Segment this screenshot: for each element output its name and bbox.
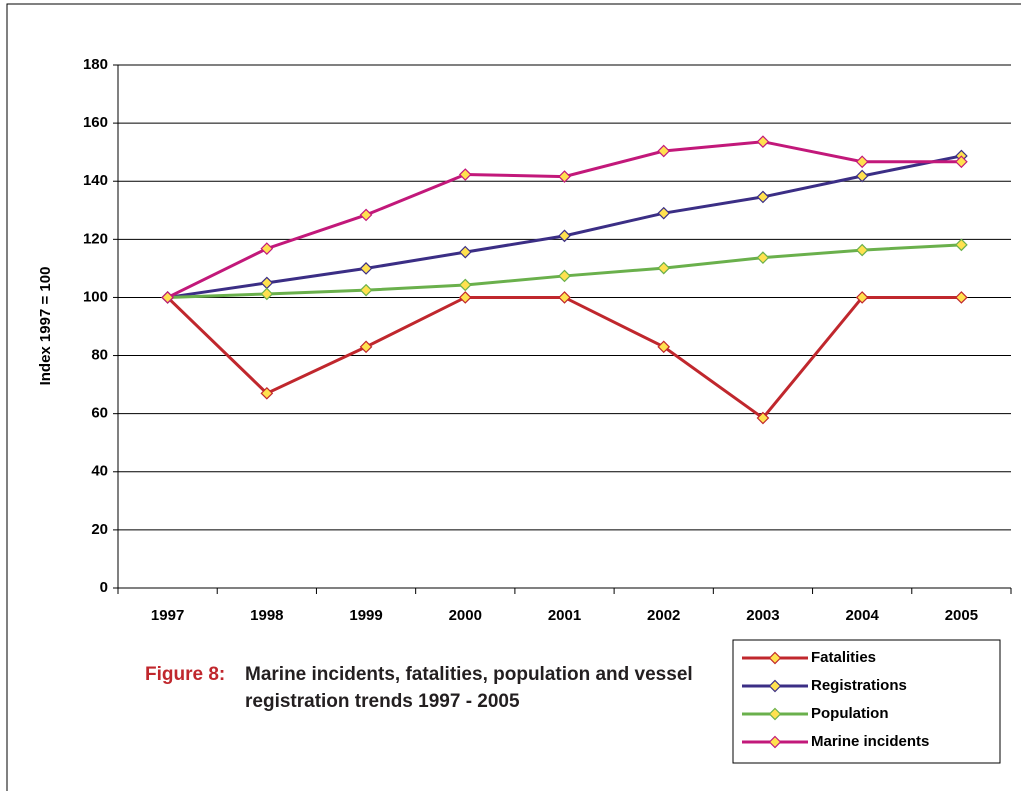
- legend-label: Fatalities: [811, 649, 876, 666]
- marker: [657, 206, 671, 220]
- y-tick-label: 0: [100, 579, 108, 596]
- x-tick-label: 1997: [151, 607, 184, 624]
- marker: [458, 278, 472, 292]
- marker: [458, 291, 472, 304]
- marker: [558, 269, 571, 283]
- marker: [855, 169, 869, 183]
- y-tick-label: 180: [83, 56, 108, 73]
- y-axis-label: Index 1997 = 100: [37, 267, 54, 386]
- marker: [359, 340, 373, 354]
- y-tick-label: 160: [83, 114, 108, 131]
- marker: [955, 291, 968, 304]
- series-line: [166, 295, 962, 421]
- y-tick-label: 100: [83, 288, 108, 305]
- marker: [657, 144, 671, 158]
- marker: [359, 208, 373, 222]
- legend-marker: [768, 707, 782, 721]
- marker: [855, 155, 869, 169]
- legend-label: Marine incidents: [811, 733, 929, 750]
- y-tick-label: 120: [83, 230, 108, 247]
- marker: [558, 229, 571, 243]
- x-tick-label: 1999: [349, 607, 382, 624]
- marker: [260, 386, 274, 400]
- legend-marker: [768, 735, 782, 749]
- y-tick-label: 80: [91, 347, 108, 364]
- marker: [756, 190, 770, 204]
- frame: [6, 3, 1021, 791]
- x-tick-label: 2004: [845, 607, 879, 624]
- x-tick-label: 2000: [449, 607, 482, 624]
- marker: [558, 170, 571, 183]
- legend-label: Population: [811, 705, 889, 722]
- marker: [458, 168, 472, 181]
- x-tick-label: 2003: [746, 607, 779, 624]
- chart-title: Marine incidents, fatalities, population…: [245, 664, 693, 712]
- caption: Figure 8: Marine incidents, fatalities, …: [145, 661, 747, 715]
- marker: [558, 291, 571, 304]
- x-tick-label: 1998: [250, 607, 283, 624]
- marker: [260, 287, 274, 301]
- marker: [756, 135, 770, 149]
- marker: [657, 261, 671, 275]
- marker: [458, 245, 472, 259]
- marker: [955, 238, 968, 252]
- y-tick-label: 60: [91, 405, 108, 422]
- marker: [855, 243, 869, 257]
- caption-label: Figure 8:: [145, 664, 226, 685]
- y-tick-label: 20: [91, 521, 108, 538]
- y-tick-label: 40: [91, 463, 108, 480]
- marker: [855, 291, 869, 304]
- marker: [260, 276, 274, 290]
- y-tick-label: 140: [83, 172, 108, 189]
- marker: [161, 291, 174, 304]
- legend-label: Registrations: [811, 677, 907, 694]
- x-tick-label: 2001: [548, 607, 581, 624]
- marker: [260, 242, 274, 255]
- marker: [955, 155, 968, 169]
- marker: [359, 283, 373, 297]
- marker: [756, 411, 770, 425]
- x-tick-label: 2005: [945, 607, 978, 624]
- x-tick-label: 2002: [647, 607, 680, 624]
- marker: [359, 262, 373, 275]
- marker: [756, 251, 770, 264]
- legend-marker: [768, 679, 782, 693]
- legend-marker: [768, 651, 782, 665]
- marker: [657, 340, 671, 354]
